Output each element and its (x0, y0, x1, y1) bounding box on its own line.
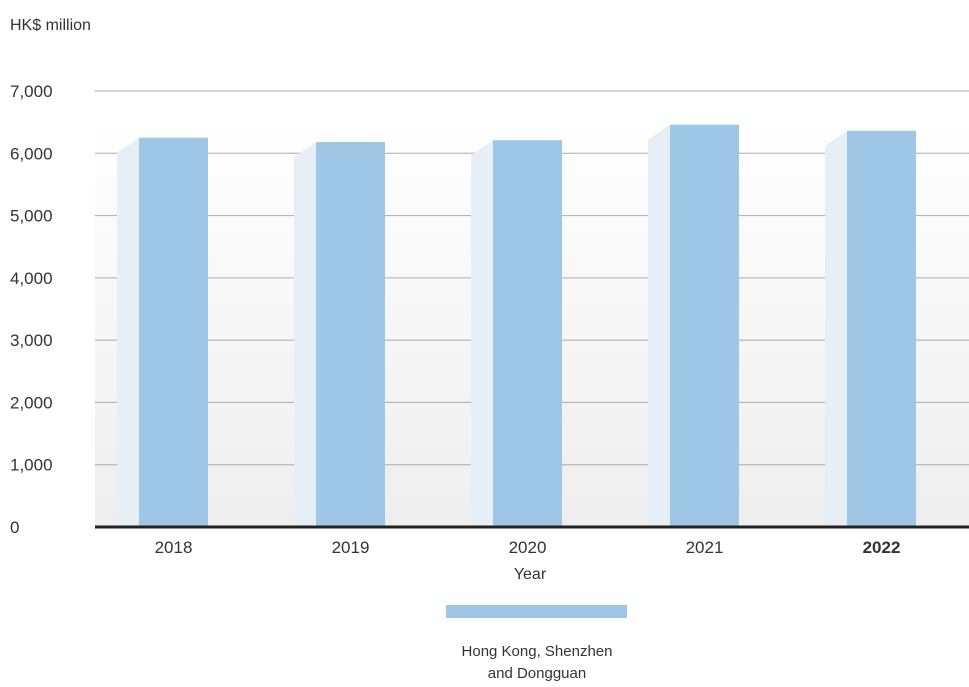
legend-label-line-1: Hong Kong, Shenzhen (462, 643, 613, 660)
x-tick-label-2022: 2022 (863, 538, 901, 557)
legend-swatch (446, 605, 627, 618)
bar-side-face (117, 137, 139, 527)
x-axis-title: Year (514, 566, 547, 583)
bar-side-face (294, 142, 316, 527)
y-tick-label: 6,000 (10, 144, 53, 163)
y-axis-tick-labels: 0 1,000 2,000 3,000 4,000 5,000 6,000 7,000 (10, 82, 53, 537)
x-tick-label-2018: 2018 (155, 538, 193, 557)
y-tick-label: 1,000 (10, 456, 53, 475)
bar-2021 (670, 124, 739, 528)
x-tick-label-2019: 2019 (332, 538, 370, 557)
y-tick-label: 7,000 (10, 82, 53, 101)
legend: Hong Kong, Shenzhen and Dongguan (446, 605, 627, 682)
y-tick-label: 5,000 (10, 207, 53, 226)
bar-2020 (493, 140, 562, 527)
legend-label-line-2: and Dongguan (488, 665, 586, 682)
bar-2022 (847, 130, 916, 527)
y-tick-label: 3,000 (10, 331, 53, 350)
bar-side-face (648, 124, 670, 528)
y-axis-unit-label: HK$ million (10, 17, 91, 34)
bars (117, 124, 916, 528)
y-tick-label: 0 (10, 518, 19, 537)
x-axis-tick-labels: 2018 2019 2020 2021 2022 (155, 538, 901, 557)
y-tick-label: 2,000 (10, 393, 53, 412)
bar-2019 (316, 142, 385, 527)
bar-side-face (825, 130, 847, 527)
y-tick-label: 4,000 (10, 269, 53, 288)
x-tick-label-2020: 2020 (509, 538, 547, 557)
bar-2018 (139, 137, 208, 527)
x-tick-label-2021: 2021 (686, 538, 724, 557)
bar-side-face (471, 140, 493, 527)
